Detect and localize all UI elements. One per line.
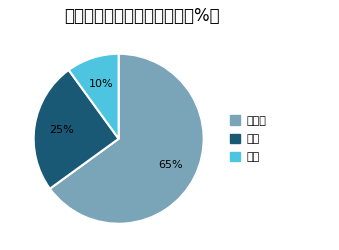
Text: 10%: 10% [88, 79, 113, 89]
Wedge shape [50, 54, 204, 224]
Text: 65%: 65% [158, 160, 182, 170]
Text: 中国高空作业平台市场结构（%）: 中国高空作业平台市场结构（%） [64, 8, 220, 26]
Legend: 剪叉式, 臂式, 其他: 剪叉式, 臂式, 其他 [231, 115, 266, 162]
Text: 25%: 25% [49, 125, 74, 135]
Wedge shape [34, 70, 119, 189]
Wedge shape [69, 54, 119, 139]
